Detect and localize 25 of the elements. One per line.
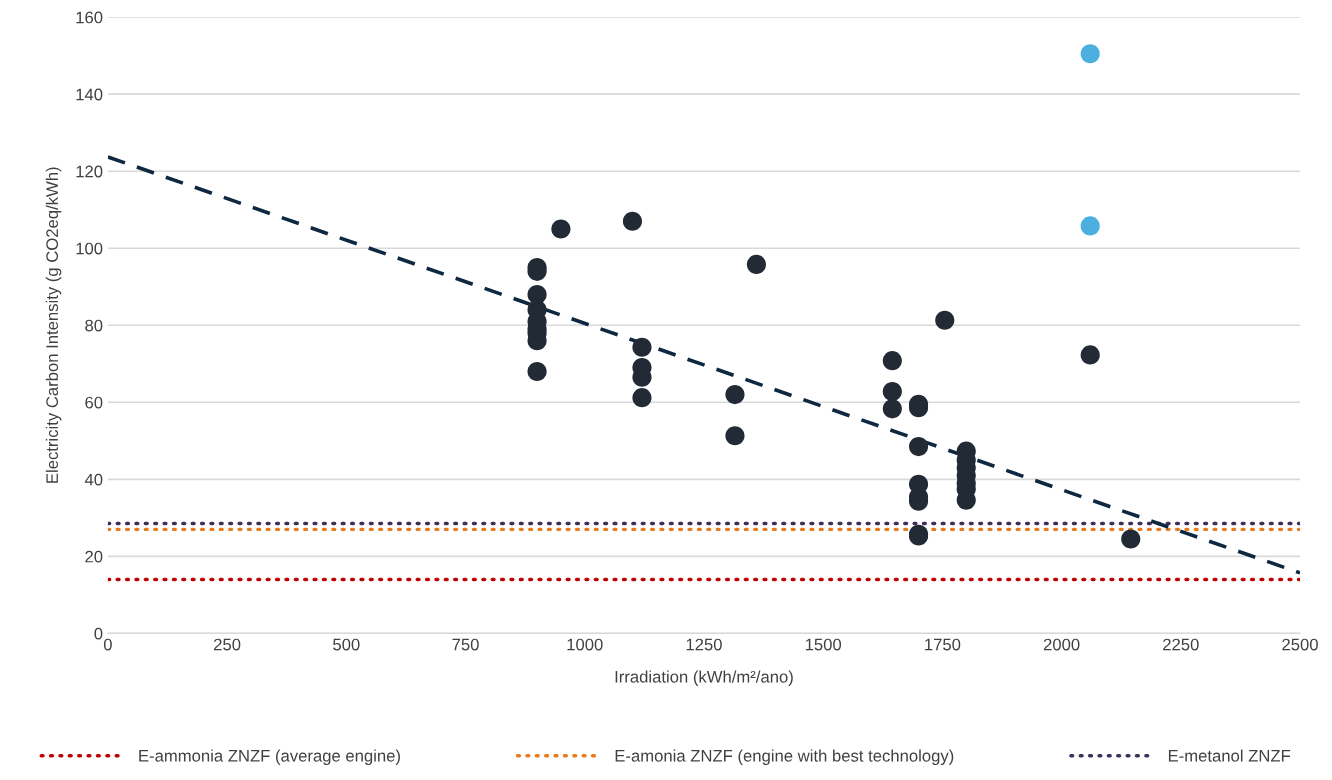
x-tick-label: 750 — [452, 638, 479, 651]
legend-label: E-ammonia ZNZF (average engine) — [139, 749, 400, 765]
x-tick-label: 2000 — [1043, 638, 1080, 651]
x-tick-label: 1500 — [805, 638, 842, 651]
y-axis-title: Electricity Carbon Intensity (g CO2eq/kWh) — [45, 167, 62, 483]
y-tick-label: 160 — [76, 11, 103, 24]
y-tick-label: 0 — [94, 627, 103, 640]
y-tick-label: 60 — [85, 396, 103, 409]
x-tick-label: 2250 — [1163, 638, 1199, 651]
x-tick-label: 500 — [333, 638, 360, 651]
x-axis-title: Irradiation (kWh/m²/ano) — [615, 670, 793, 686]
x-tick-label: 2500 — [1282, 638, 1318, 651]
y-tick-label: 80 — [85, 319, 103, 332]
legend-label: E-metanol ZNZF — [1168, 749, 1291, 762]
x-tick-label: 1000 — [567, 638, 603, 651]
y-tick-label: 40 — [84, 473, 103, 486]
x-tick-label: 1250 — [686, 638, 722, 651]
y-tick-label: 100 — [76, 242, 103, 255]
y-tick-label: 120 — [76, 165, 103, 178]
x-tick-label: 250 — [214, 638, 241, 651]
y-tick-label: 20 — [85, 550, 103, 563]
x-tick-label: 0 — [103, 638, 112, 651]
y-tick-label: 140 — [76, 88, 103, 101]
x-tick-label: 1750 — [925, 638, 961, 651]
legend-label: E-amonia ZNZF (engine with best technology) — [615, 749, 954, 765]
